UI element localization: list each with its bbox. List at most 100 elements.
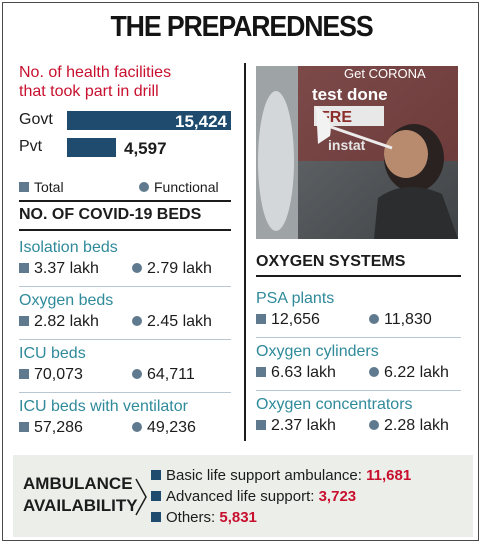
- total-square-icon: [256, 314, 266, 324]
- ambulance-item-label: Advanced life support:: [166, 488, 319, 505]
- page-title: THE PREPAREDNESS: [110, 11, 373, 43]
- oxygen-heading-rule: [256, 275, 461, 277]
- drill-heading-line2: that took part in drill: [19, 83, 159, 100]
- metric-label: PSA plants: [256, 290, 335, 307]
- bar-govt: 15,424: [67, 111, 231, 131]
- functional-value: 2.79 lakh: [132, 260, 212, 278]
- drill-heading: No. of health facilities that took part …: [19, 63, 231, 101]
- beds-heading-rule: [19, 229, 231, 231]
- total-square-icon: [256, 420, 266, 430]
- left-column: No. of health facilities that took part …: [19, 63, 231, 436]
- bar-value-label: 15,424: [175, 112, 227, 131]
- testing-photo: Get CORONA test done FRE instat: [256, 66, 458, 239]
- functional-dot-icon: [369, 314, 379, 324]
- legend: Total Functional: [19, 179, 231, 195]
- metric-label: Oxygen cylinders: [256, 343, 379, 360]
- metric-values: 2.82 lakh 2.45 lakh: [19, 313, 231, 333]
- metric-row: ICU beds with ventilator 57,286 49,236: [19, 398, 231, 439]
- metric-values: 2.37 lakh 2.28 lakh: [256, 417, 461, 437]
- svg-text:instat: instat: [328, 137, 366, 153]
- beds-heading: NO. OF COVID-19 BEDS: [19, 206, 202, 223]
- row-divider: [256, 337, 461, 338]
- metric-label: ICU beds with ventilator: [19, 398, 188, 415]
- covid-test-photo-image: Get CORONA test done FRE instat: [256, 66, 458, 239]
- metric-label: Isolation beds: [19, 239, 118, 256]
- metric-values: 70,073 64,711: [19, 366, 231, 386]
- total-value: 12,656: [256, 311, 320, 329]
- metric-label: Oxygen concentrators: [256, 396, 413, 413]
- functional-dot-icon: [369, 420, 379, 430]
- bar-value-label: 4,597: [124, 139, 167, 158]
- bar-row-govt: Govt 15,424: [19, 109, 231, 131]
- metric-values: 12,656 11,830: [256, 311, 461, 331]
- metric-values: 6.63 lakh 6.22 lakh: [256, 364, 461, 384]
- ambulance-item-value: 5,831: [219, 509, 257, 526]
- metric-label: ICU beds: [19, 345, 86, 362]
- ambulance-item-label: Basic life support ambulance:: [166, 467, 367, 484]
- total-square-icon: [19, 369, 29, 379]
- functional-dot-icon: [132, 263, 142, 273]
- bullet-square-icon: [151, 491, 161, 501]
- total-square-icon: [256, 367, 266, 377]
- bullet-square-icon: [151, 470, 161, 480]
- total-value: 2.37 lakh: [256, 417, 336, 435]
- column-divider: [244, 63, 246, 441]
- ambulance-item: Basic life support ambulance: 11,681: [151, 465, 411, 486]
- bullet-square-icon: [151, 512, 161, 522]
- ambulance-item: Others: 5,831: [151, 507, 411, 528]
- oxygen-heading: OXYGEN SYSTEMS: [256, 253, 406, 270]
- metric-values: 57,286 49,236: [19, 419, 231, 439]
- total-square-icon: [19, 263, 29, 273]
- bar-pvt: [67, 138, 116, 157]
- ambulance-list: Basic life support ambulance: 11,681 Adva…: [151, 465, 411, 528]
- metric-label: Oxygen beds: [19, 292, 114, 309]
- metric-row: Oxygen beds 2.82 lakh 2.45 lakh: [19, 292, 231, 340]
- row-divider: [19, 286, 231, 287]
- metric-values: 3.37 lakh 2.79 lakh: [19, 260, 231, 280]
- row-divider: [19, 339, 231, 340]
- ambulance-panel: AMBULANCE AVAILABILITY Basic life suppor…: [13, 455, 473, 537]
- ambulance-title-line2: AVAILABILITY: [23, 496, 138, 515]
- functional-value: 2.28 lakh: [369, 417, 449, 435]
- legend-rule: [19, 200, 231, 202]
- total-square-icon: [19, 316, 29, 326]
- metric-row: Oxygen cylinders 6.63 lakh 6.22 lakh: [256, 343, 461, 391]
- metric-row: Oxygen concentrators 2.37 lakh 2.28 lakh: [256, 396, 461, 437]
- total-value: 57,286: [19, 419, 83, 437]
- functional-dot-icon: [139, 182, 149, 192]
- ambulance-item-value: 11,681: [366, 467, 412, 484]
- total-value: 6.63 lakh: [256, 364, 336, 382]
- metric-row: PSA plants 12,656 11,830: [256, 290, 461, 338]
- functional-dot-icon: [369, 367, 379, 377]
- photo-sign-text: test done: [312, 85, 388, 104]
- total-value: 70,073: [19, 366, 83, 384]
- total-square-icon: [19, 422, 29, 432]
- facilities-bar-chart: Govt 15,424 Pvt 4,597: [19, 109, 231, 161]
- functional-dot-icon: [132, 369, 142, 379]
- total-value: 3.37 lakh: [19, 260, 99, 278]
- row-divider: [256, 390, 461, 391]
- functional-value: 2.45 lakh: [132, 313, 212, 331]
- ambulance-title-line1: AMBULANCE: [23, 474, 133, 493]
- ambulance-item: Advanced life support: 3,723: [151, 486, 411, 507]
- metric-row: ICU beds 70,073 64,711: [19, 345, 231, 393]
- functional-value: 6.22 lakh: [369, 364, 449, 382]
- bar-row-pvt: Pvt 4,597: [19, 136, 231, 158]
- ambulance-title: AMBULANCE AVAILABILITY: [23, 473, 138, 517]
- functional-dot-icon: [132, 316, 142, 326]
- chevron-right-icon: [135, 478, 147, 516]
- legend-total: Total: [34, 179, 64, 195]
- ambulance-item-label: Others:: [166, 509, 220, 526]
- functional-value: 49,236: [132, 419, 196, 437]
- legend-functional: Functional: [154, 179, 219, 195]
- total-square-icon: [19, 182, 29, 192]
- total-value: 2.82 lakh: [19, 313, 99, 331]
- metric-row: Isolation beds 3.37 lakh 2.79 lakh: [19, 239, 231, 287]
- bar-label: Pvt: [19, 138, 43, 155]
- bar-label: Govt: [19, 111, 53, 128]
- ambulance-item-value: 3,723: [318, 488, 357, 505]
- svg-text:Get CORONA: Get CORONA: [344, 66, 426, 81]
- functional-value: 64,711: [132, 366, 195, 384]
- row-divider: [19, 392, 231, 393]
